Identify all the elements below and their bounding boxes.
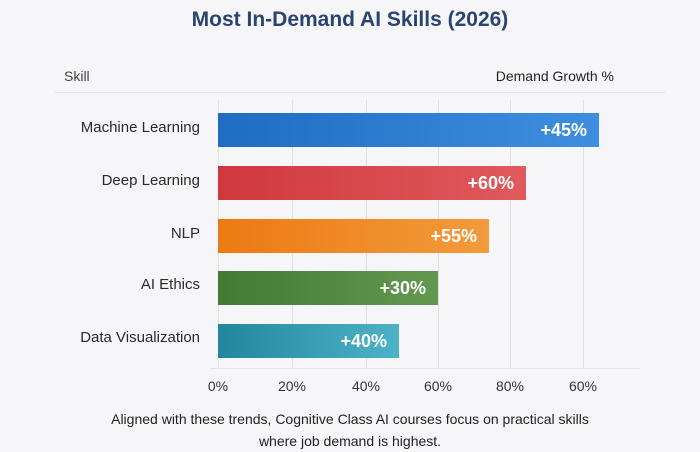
footer-line-2: where job demand is highest. bbox=[258, 433, 442, 449]
footer-note: Aligned with these trends, Cognitive Cla… bbox=[0, 408, 700, 452]
bar-value-label: +60% bbox=[467, 172, 514, 193]
bar-ai-ethics: +30% bbox=[218, 271, 438, 305]
growth-column-header: Demand Growth % bbox=[495, 68, 614, 84]
bar-value-label: +45% bbox=[540, 119, 587, 140]
bar-machine-learning: +45% bbox=[218, 113, 599, 147]
x-tick-label: 20% bbox=[277, 378, 307, 394]
bar-deep-learning: +60% bbox=[218, 166, 526, 200]
x-tick-label: 0% bbox=[207, 378, 229, 394]
x-tick-label: 60% bbox=[423, 378, 453, 394]
skill-label: Machine Learning bbox=[80, 119, 200, 136]
chart-title: Most In-Demand AI Skills (2026) bbox=[191, 8, 509, 31]
skill-column-header: Skill bbox=[64, 68, 90, 84]
skill-label: NLP bbox=[170, 225, 200, 242]
x-tick-label: 40% bbox=[351, 378, 381, 394]
bar-value-label: +55% bbox=[430, 225, 477, 246]
bar-value-label: +40% bbox=[340, 330, 387, 351]
footer-line-1: Aligned with these trends, Cognitive Cla… bbox=[111, 411, 589, 427]
bar-value-label: +30% bbox=[379, 277, 426, 298]
header-divider bbox=[55, 92, 665, 93]
gridline-last bbox=[583, 100, 584, 368]
skill-label: Deep Learning bbox=[101, 172, 200, 189]
x-tick-label: 80% bbox=[495, 378, 525, 394]
skill-label: AI Ethics bbox=[140, 276, 200, 293]
bar-nlp: +55% bbox=[218, 219, 489, 253]
gridline-80 bbox=[510, 100, 511, 368]
x-tick-label: 60% bbox=[568, 378, 598, 394]
bar-data-visualization: +40% bbox=[218, 324, 399, 358]
skill-label: Data Visualization bbox=[80, 329, 200, 346]
x-axis-line bbox=[210, 368, 640, 369]
